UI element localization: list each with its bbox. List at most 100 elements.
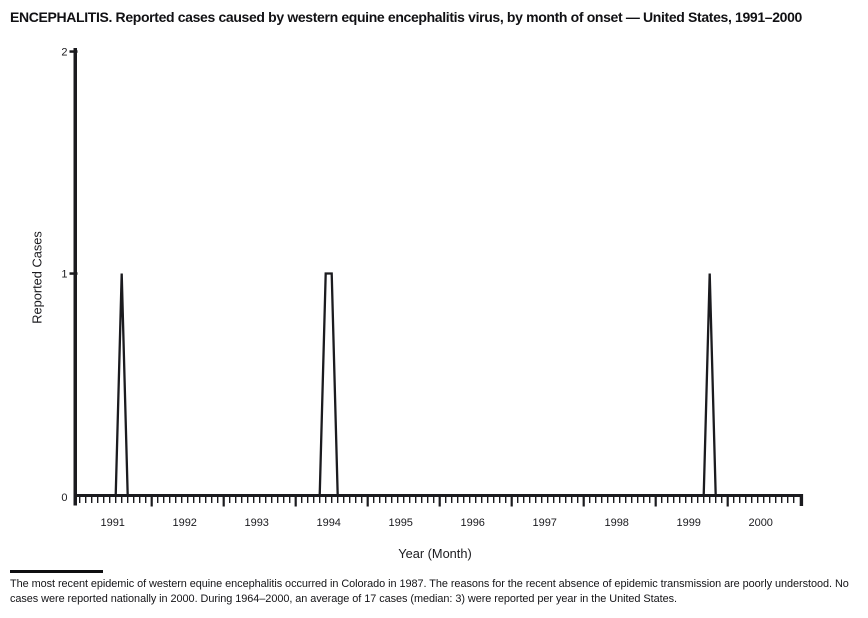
footnote-text: The most recent epidemic of western equi… [10, 578, 849, 605]
x-axis-month-tick [793, 497, 795, 503]
x-axis-month-tick [145, 497, 147, 503]
x-axis-month-tick [535, 497, 537, 503]
x-axis-month-tick [517, 497, 519, 503]
y-axis-title: Reported Cases [30, 231, 45, 323]
x-axis-month-tick [325, 497, 327, 503]
x-axis-year-tick [150, 497, 153, 507]
x-axis-month-tick [691, 497, 693, 503]
x-axis-month-tick [781, 497, 783, 503]
x-axis-month-tick [289, 497, 291, 503]
x-axis-month-tick [355, 497, 357, 503]
x-axis-year-labels: 1991 1992 1993 1994 1995 1996 1997 1998 1999 2000 [100, 517, 772, 529]
x-axis-year-tick [510, 497, 513, 507]
x-axis-month-tick [385, 497, 387, 503]
x-axis-month-tick [697, 497, 699, 503]
x-axis-month-tick [553, 497, 555, 503]
x-axis-month-tick [391, 497, 393, 503]
x-axis-year-tick [582, 497, 585, 507]
x-axis-month-tick [133, 497, 135, 503]
x-axis-year-label: 1994 [316, 517, 340, 529]
y-axis-ticks [69, 50, 78, 275]
x-axis-month-tick [499, 497, 501, 503]
x-axis-month-tick [97, 497, 99, 503]
x-axis-year-label: 1991 [100, 517, 124, 529]
x-axis-month-tick [577, 497, 579, 503]
x-axis-month-tick [157, 497, 159, 503]
x-axis-month-tick [505, 497, 507, 503]
x-axis-month-tick [481, 497, 483, 503]
x-axis-month-tick [271, 497, 273, 503]
x-axis-month-tick [235, 497, 237, 503]
x-axis-month-tick [649, 497, 651, 503]
x-axis-month-tick [181, 497, 183, 503]
x-axis-month-tick [589, 497, 591, 503]
x-axis-month-tick [211, 497, 213, 503]
figure-title: ENCEPHALITIS. Reported cases caused by w… [10, 9, 802, 25]
footnote-rule [10, 570, 103, 573]
x-axis-month-tick [565, 497, 567, 503]
x-axis-month-tick [745, 497, 747, 503]
x-axis-month-tick [775, 497, 777, 503]
x-axis-month-tick [193, 497, 195, 503]
x-axis-month-tick [685, 497, 687, 503]
x-axis-month-tick [421, 497, 423, 503]
x-axis-year-tick [222, 497, 225, 507]
x-axis-month-tick [769, 497, 771, 503]
x-axis-month-tick [529, 497, 531, 503]
x-axis-month-tick [415, 497, 417, 503]
x-axis-month-tick [433, 497, 435, 503]
x-axis-month-tick [703, 497, 705, 503]
x-axis-month-tick [601, 497, 603, 503]
x-axis-month-tick [283, 497, 285, 503]
x-axis-title: Year (Month) [398, 546, 472, 561]
x-axis-year-label: 1997 [532, 517, 556, 529]
x-axis-month-tick [541, 497, 543, 503]
x-axis-month-tick [679, 497, 681, 503]
x-axis-month-tick [709, 497, 711, 503]
x-axis-month-tick [319, 497, 321, 503]
x-axis-month-tick [625, 497, 627, 503]
x-axis-month-tick [361, 497, 363, 503]
x-axis-month-tick [715, 497, 717, 503]
x-axis-month-tick [127, 497, 129, 503]
x-axis-month-tick [349, 497, 351, 503]
x-axis-month-tick [79, 497, 81, 503]
x-axis-month-tick [175, 497, 177, 503]
x-axis-year-tick [438, 497, 441, 507]
x-axis-month-tick [259, 497, 261, 503]
x-axis-month-tick [787, 497, 789, 503]
x-axis-year-tick [294, 497, 297, 507]
x-axis-month-tick [343, 497, 345, 503]
x-axis-year-label: 1993 [244, 517, 268, 529]
x-axis-month-tick [403, 497, 405, 503]
x-axis-month-tick [571, 497, 573, 503]
x-axis-month-tick [427, 497, 429, 503]
x-axis-month-tick [217, 497, 219, 503]
x-axis-month-tick [241, 497, 243, 503]
x-axis-month-tick [751, 497, 753, 503]
y-axis-line [73, 48, 77, 506]
x-axis-month-tick [103, 497, 105, 503]
encephalitis-line-chart: 0 1 2 1991 1992 1993 1994 1995 1996 1997 1998 1999… [30, 47, 804, 561]
x-axis-month-tick [619, 497, 621, 503]
x-axis-month-tick [487, 497, 489, 503]
x-axis-month-tick [409, 497, 411, 503]
x-axis-year-tick [654, 497, 657, 507]
x-axis-month-tick [313, 497, 315, 503]
y-axis-tick [69, 272, 78, 275]
x-axis-month-tick [463, 497, 465, 503]
x-axis-month-tick [301, 497, 303, 503]
x-axis-month-tick [595, 497, 597, 503]
x-axis-month-tick [763, 497, 765, 503]
x-axis-month-tick [667, 497, 669, 503]
x-axis-month-tick [331, 497, 333, 503]
x-axis-month-tick [475, 497, 477, 503]
x-axis-month-tick [451, 497, 453, 503]
x-axis-month-tick [109, 497, 111, 503]
x-axis-month-tick [247, 497, 249, 503]
reported-cases-line [79, 272, 794, 497]
x-axis-ticks [79, 497, 795, 507]
x-axis-month-tick [661, 497, 663, 503]
y-axis-tick-labels: 0 1 2 [61, 47, 67, 505]
x-axis-month-tick [721, 497, 723, 503]
